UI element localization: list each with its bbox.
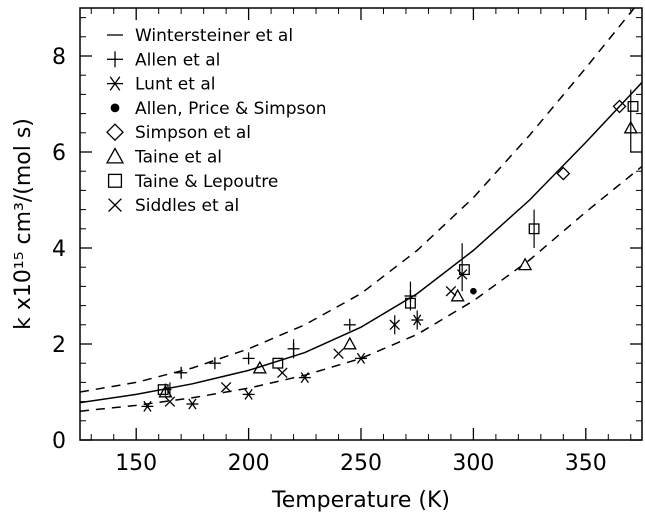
legend-label: Wintersteiner et al [135, 26, 293, 46]
data-point-cross [333, 348, 344, 359]
legend-marker-asterisk [107, 76, 123, 91]
x-axis-label: Temperature (K) [271, 488, 450, 513]
data-point-triangle [450, 288, 465, 302]
y-tick-label: 6 [52, 141, 66, 166]
minor-ticks [80, 8, 642, 440]
x-tick-label: 350 [565, 451, 607, 476]
data-point-square [405, 297, 416, 309]
data-point-triangle [517, 257, 533, 271]
data-point-asterisk [242, 388, 255, 400]
legend-label: Taine et al [134, 148, 222, 168]
data-points [141, 99, 639, 412]
data-point-cross [456, 269, 468, 280]
legend-marker-cross [108, 198, 122, 212]
data-point-square [627, 100, 639, 112]
data-point-asterisk [411, 314, 424, 326]
legend-label: Lunt et al [135, 75, 215, 95]
y-tick-label: 4 [52, 237, 66, 262]
legend-marker-square [107, 173, 123, 188]
data-point-plus [242, 352, 255, 365]
data-point-plus [208, 357, 221, 370]
x-tick-label: 250 [340, 451, 382, 476]
data-point-cross [220, 381, 232, 393]
x-tick-label: 300 [452, 451, 494, 476]
y-tick-label: 8 [52, 45, 66, 70]
x-tick-label: 200 [228, 451, 270, 476]
bound-curve [80, 8, 636, 393]
data-point-plus [404, 290, 417, 302]
data-point-cross [445, 285, 457, 297]
data-point-square [157, 384, 169, 396]
legend-label: Taine & Lepoutre [134, 172, 278, 192]
data-point-asterisk [298, 372, 311, 384]
data-point-triangle [252, 360, 267, 374]
data-point-triangle [342, 336, 357, 350]
legend-label: Allen, Price & Simpson [135, 99, 327, 119]
data-point-diamond [612, 99, 627, 114]
y-tick-label: 2 [52, 333, 66, 358]
y-tick-label: 0 [52, 429, 66, 454]
legend-label: Simpson et al [135, 123, 251, 143]
data-point-asterisk [186, 398, 199, 410]
data-point-cross [277, 367, 288, 379]
data-point-diamond [556, 166, 571, 181]
x-axis-ticks: 150 200 250 300 350 [115, 8, 607, 476]
data-point-plus [175, 366, 188, 379]
legend-label: Siddles et al [135, 196, 239, 216]
legend-marker-triangle [105, 147, 125, 164]
fit-curve [80, 81, 642, 404]
data-point-asterisk [141, 400, 154, 412]
data-point-plus [287, 342, 300, 355]
data-point-square [528, 223, 540, 235]
y-axis-ticks: 0 2 4 6 8 [52, 45, 642, 454]
legend-label: Allen et al [135, 50, 220, 70]
data-point-plus [343, 318, 356, 331]
fit-curves [80, 8, 642, 412]
data-point-cross [389, 319, 400, 331]
legend-marker-plus [107, 51, 123, 68]
data-point-dot [470, 287, 477, 295]
x-tick-label: 150 [115, 451, 157, 476]
data-point-triangle [623, 120, 638, 134]
legend-marker-dot [110, 103, 120, 113]
legend-marker-diamond [106, 123, 124, 142]
data-point-cross [164, 396, 176, 407]
y-axis-label: k x10¹⁵ cm³/(mol s) [11, 118, 36, 330]
data-point-square [458, 264, 470, 276]
legend: Wintersteiner et al Allen et al Lunt et al… [105, 26, 327, 216]
data-point-asterisk [355, 352, 367, 364]
